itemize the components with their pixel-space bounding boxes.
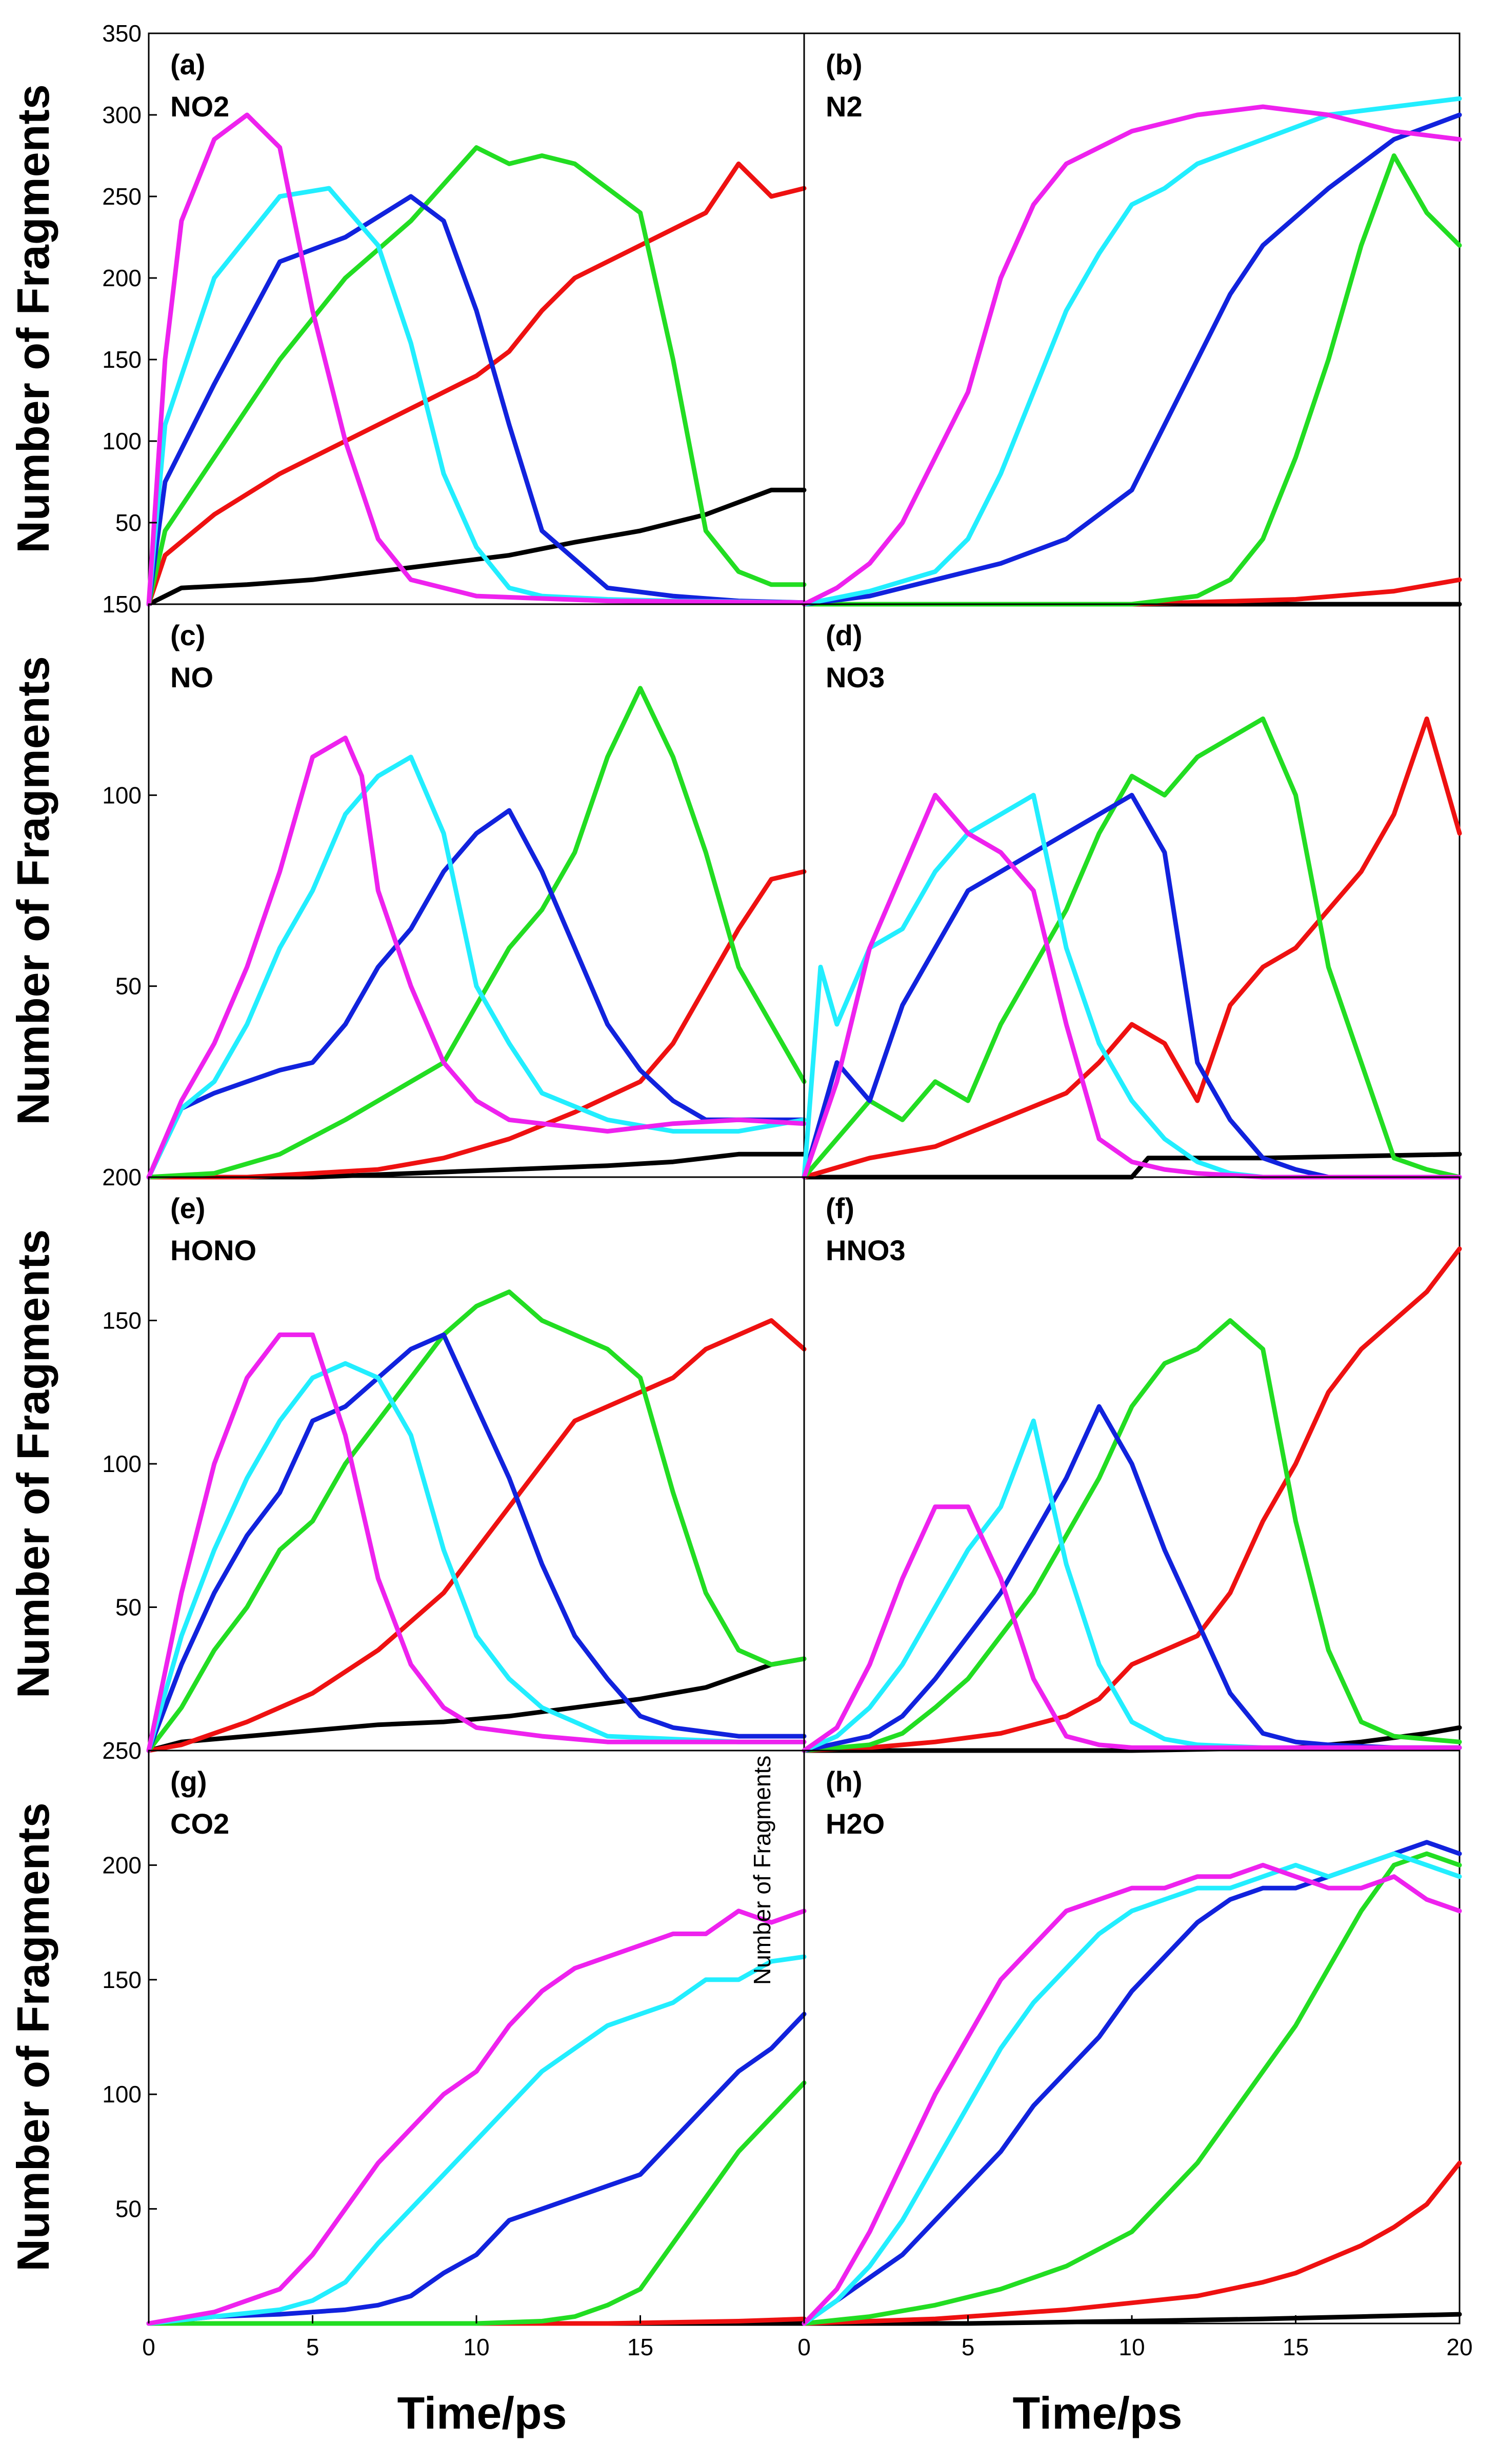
y-tick-label: 150 <box>102 346 142 373</box>
series-line-cyan <box>146 754 807 1180</box>
panel-g: 50 100 150 200 250 0 5 10 15 (g) CO2 <box>102 1737 807 2360</box>
panel-f: (f) HNO3 <box>802 1176 1462 1753</box>
species-label: HNO3 <box>826 1234 906 1266</box>
species-label: N2 <box>826 90 863 123</box>
y-tick-label: 200 <box>102 265 142 291</box>
series-line-green <box>146 686 807 1180</box>
series-line-blue <box>146 2012 807 2326</box>
panel-a: 50 100 150 200 250 300 350 (a) NO2 <box>102 20 807 607</box>
series-line-magenta <box>146 736 807 1180</box>
y-tick-label: 150 <box>102 591 142 618</box>
y-tick-label: 150 <box>102 1307 142 1334</box>
x-tick-label: 15 <box>1283 2334 1309 2360</box>
x-tick-label: 10 <box>1118 2334 1145 2360</box>
species-label: H2O <box>826 1807 885 1840</box>
y-tick-label: 100 <box>102 782 142 808</box>
series-line-magenta <box>802 1504 1462 1753</box>
x-axis-title-right: Time/ps <box>1013 2388 1183 2438</box>
panel-h: 0 5 10 15 20 (h) H2O <box>797 1750 1473 2360</box>
panel-label: (a) <box>170 48 205 81</box>
series-line-red <box>146 1318 807 1753</box>
y-tick-label: 100 <box>102 428 142 454</box>
series-line-black <box>146 487 807 607</box>
species-label: NO2 <box>170 90 229 123</box>
y-tick-label: 100 <box>102 1450 142 1477</box>
series-line-blue <box>802 112 1462 607</box>
x-tick-label: 0 <box>142 2334 155 2360</box>
series-line-cyan <box>802 96 1462 607</box>
x-tick-label: 20 <box>1446 2334 1472 2360</box>
series-line-cyan <box>146 1954 807 2326</box>
series-line-green <box>146 2080 807 2326</box>
panel-b: (b) N2 <box>802 32 1462 607</box>
y-tick-label: 50 <box>115 2196 142 2222</box>
y-tick-label: 100 <box>102 2081 142 2108</box>
species-label: NO <box>170 661 213 693</box>
panels-layer: 50100150200250300350(a)NO2(b)N250100150(… <box>102 20 1472 2360</box>
series-line-green <box>802 716 1462 1180</box>
y-axis-titles: Number of Fragments Number of Fragments Nu… <box>8 84 58 2271</box>
series-line-magenta <box>146 1332 807 1753</box>
y-tick-label: 50 <box>115 1594 142 1621</box>
series-line-red <box>146 869 807 1180</box>
series-line-blue <box>802 1404 1462 1753</box>
series-line-blue <box>146 808 807 1180</box>
y-tick-label: 150 <box>102 1966 142 1993</box>
x-tick-label: 15 <box>627 2334 653 2360</box>
series-line-green <box>802 1318 1462 1753</box>
series-line-green <box>146 1289 807 1753</box>
x-tick-label: 5 <box>962 2334 975 2360</box>
series-line-magenta <box>802 792 1462 1180</box>
series-line-red <box>802 2160 1462 2326</box>
series-line-red <box>802 1246 1462 1753</box>
series-line-green <box>802 153 1462 607</box>
y-axis-title: Number of Fragments <box>8 1802 58 2271</box>
series-line-magenta <box>802 104 1462 607</box>
y-axis-title: Number of Fragments <box>8 84 58 553</box>
x-tick-label: 10 <box>463 2334 489 2360</box>
series-line-green <box>802 1851 1462 2326</box>
series-line-green <box>146 145 807 607</box>
panel-label: (h) <box>826 1765 863 1798</box>
series-line-magenta <box>802 1862 1462 2326</box>
y-tick-label: 200 <box>102 1852 142 1878</box>
panel-label: (b) <box>826 48 863 81</box>
panel-e: 50 100 150 200 (e) HONO <box>102 1164 807 1753</box>
y-tick-label: 250 <box>102 1737 142 1764</box>
y-tick-label: 250 <box>102 183 142 210</box>
series-line-black <box>802 2312 1462 2326</box>
y-tick-label: 350 <box>102 20 142 47</box>
x-tick-label: 0 <box>797 2334 811 2360</box>
y-tick-label: 200 <box>102 1164 142 1190</box>
panel-label: (d) <box>826 619 863 651</box>
series-line-magenta <box>146 1909 807 2326</box>
y-axis-title: Number of Fragments <box>8 656 58 1125</box>
x-axis-title-left: Time/ps <box>397 2388 567 2438</box>
y-tick-label: 50 <box>115 973 142 1000</box>
series-line-cyan <box>146 1361 807 1753</box>
series-line-blue <box>146 194 807 607</box>
series-line-red <box>802 716 1462 1180</box>
species-label: NO3 <box>826 661 885 693</box>
panel-d: (d) NO3 <box>802 603 1462 1180</box>
panel-label: (e) <box>170 1192 205 1224</box>
panel-label: (f) <box>826 1192 854 1224</box>
series-line-red <box>146 161 807 607</box>
stray-axis-label: Number of Fragments <box>749 1756 775 1985</box>
panel-label: (g) <box>170 1765 207 1798</box>
series-line-blue <box>146 1332 807 1753</box>
series-line-magenta <box>146 112 807 607</box>
species-label: HONO <box>170 1234 256 1266</box>
series-line-black <box>146 1656 807 1753</box>
y-tick-label: 300 <box>102 102 142 128</box>
panel-label: (c) <box>170 619 205 651</box>
x-tick-label: 5 <box>306 2334 319 2360</box>
series-line-cyan <box>802 1851 1462 2326</box>
y-axis-title: Number of Fragments <box>8 1229 58 1698</box>
y-tick-label: 50 <box>115 509 142 536</box>
species-label: CO2 <box>170 1807 229 1840</box>
